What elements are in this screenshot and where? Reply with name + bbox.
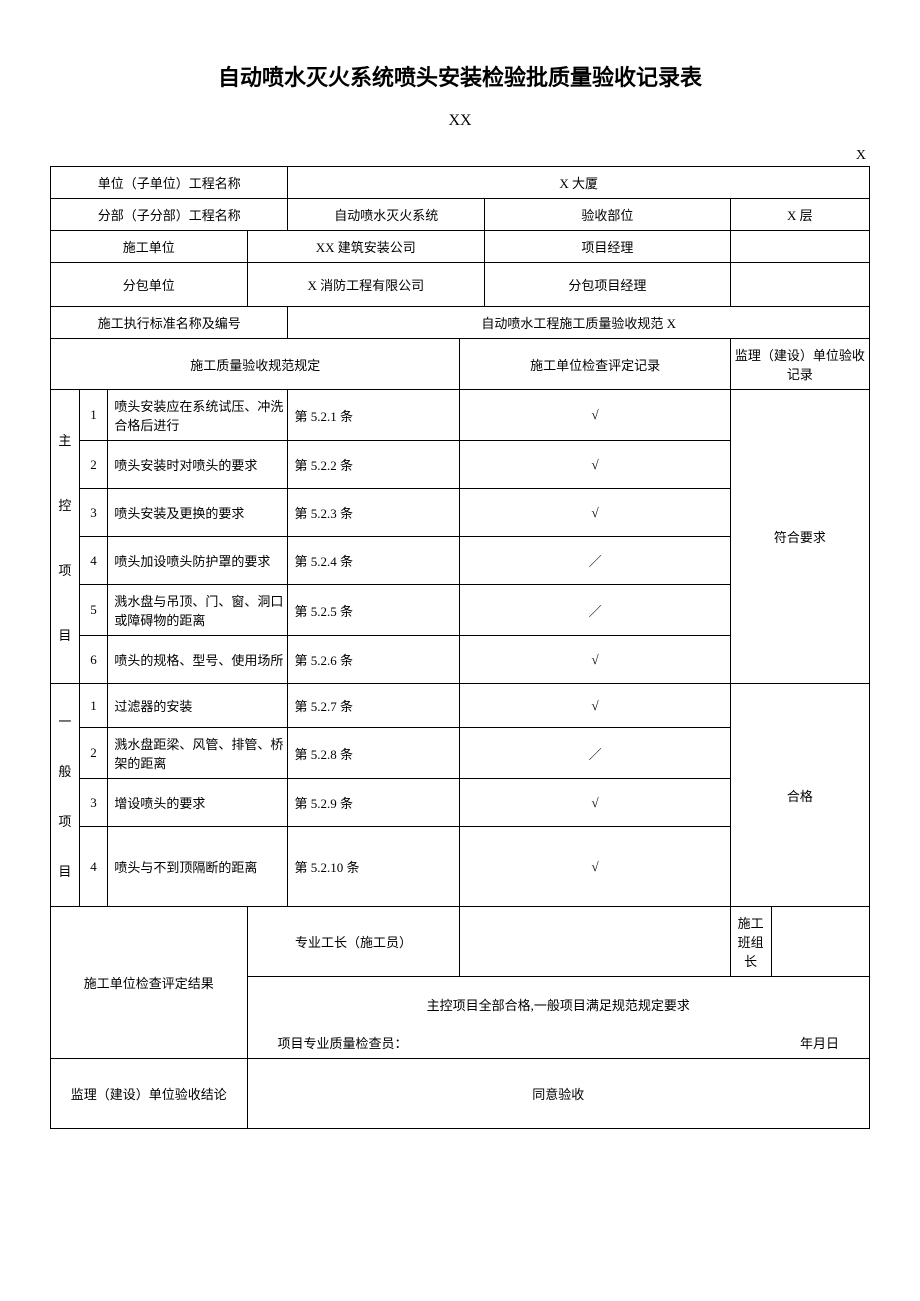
gen-n-4: 4 [79, 827, 108, 907]
gen-check-4: √ [460, 827, 730, 907]
gen-n-1: 1 [79, 684, 108, 728]
construct-unit-label: 施工单位 [51, 231, 248, 263]
supervise-conclusion-label: 监理（建设）单位验收结论 [51, 1059, 248, 1129]
row-columns: 施工质量验收规范规定 施工单位检查评定记录 监理（建设）单位验收记录 [51, 339, 870, 390]
gen-desc-1: 过滤器的安装 [108, 684, 288, 728]
gen-row-1: 一般项目 1 过滤器的安装 第 5.2.7 条 √ 合格 [51, 684, 870, 728]
unit-value: X 大厦 [288, 167, 870, 199]
main-desc-5: 溅水盘与吊顶、门、窗、洞口或障碍物的距离 [108, 585, 288, 636]
pm-value [730, 231, 869, 263]
main-check-6: √ [460, 636, 730, 684]
main-n-4: 4 [79, 537, 108, 585]
main-clause-2: 第 5.2.2 条 [288, 441, 460, 489]
team-leader-value [771, 907, 869, 977]
gen-desc-3: 增设喷头的要求 [108, 779, 288, 827]
main-group-label: 主控项目 [51, 390, 80, 684]
accept-part-label: 验收部位 [485, 199, 731, 231]
doc-subtitle: XX [50, 112, 870, 130]
main-desc-3: 喷头安装及更换的要求 [108, 489, 288, 537]
main-check-4: ／ [460, 537, 730, 585]
standard-label: 施工执行标准名称及编号 [51, 307, 288, 339]
main-clause-6: 第 5.2.6 条 [288, 636, 460, 684]
main-clause-3: 第 5.2.3 条 [288, 489, 460, 537]
main-n-3: 3 [79, 489, 108, 537]
main-n-2: 2 [79, 441, 108, 489]
gen-check-3: √ [460, 779, 730, 827]
main-clause-5: 第 5.2.5 条 [288, 585, 460, 636]
general-group-label: 一般项目 [51, 684, 80, 907]
conclusion-text: 主控项目全部合格,一般项目满足规范规定要求 [248, 977, 869, 1022]
subcontract-value: X 消防工程有限公司 [247, 263, 484, 307]
gen-n-2: 2 [79, 728, 108, 779]
main-desc-2: 喷头安装时对喷头的要求 [108, 441, 288, 489]
accept-part-value: X 层 [730, 199, 869, 231]
conclusion-cell: 主控项目全部合格,一般项目满足规范规定要求 项目专业质量检查员： 年月日 [247, 977, 869, 1059]
general-result: 合格 [730, 684, 869, 907]
sub-pm-label: 分包项目经理 [485, 263, 731, 307]
main-n-1: 1 [79, 390, 108, 441]
main-result: 符合要求 [730, 390, 869, 684]
gen-check-1: √ [460, 684, 730, 728]
col-check: 施工单位检查评定记录 [460, 339, 730, 390]
gen-clause-3: 第 5.2.9 条 [288, 779, 460, 827]
sub-pm-value [730, 263, 869, 307]
main-check-5: ／ [460, 585, 730, 636]
subcontract-label: 分包单位 [51, 263, 248, 307]
gen-desc-4: 喷头与不到顶隔断的距离 [108, 827, 288, 907]
row-subunit: 分部（子分部）工程名称 自动喷水灭火系统 验收部位 X 层 [51, 199, 870, 231]
team-leader-label: 施工班组长 [730, 907, 771, 977]
main-clause-1: 第 5.2.1 条 [288, 390, 460, 441]
gen-clause-2: 第 5.2.8 条 [288, 728, 460, 779]
gen-clause-4: 第 5.2.10 条 [288, 827, 460, 907]
row-construct: 施工单位 XX 建筑安装公司 项目经理 [51, 231, 870, 263]
main-clause-4: 第 5.2.4 条 [288, 537, 460, 585]
record-table: 单位（子单位）工程名称 X 大厦 分部（子分部）工程名称 自动喷水灭火系统 验收… [50, 166, 870, 1129]
col-supervise: 监理（建设）单位验收记录 [730, 339, 869, 390]
doc-topmark: X [50, 148, 870, 164]
inspector-label: 项目专业质量检查员： [278, 1033, 408, 1052]
subunit-value: 自动喷水灭火系统 [288, 199, 485, 231]
main-check-2: √ [460, 441, 730, 489]
main-desc-6: 喷头的规格、型号、使用场所 [108, 636, 288, 684]
main-n-6: 6 [79, 636, 108, 684]
pm-label: 项目经理 [485, 231, 731, 263]
main-desc-4: 喷头加设喷头防护罩的要求 [108, 537, 288, 585]
doc-title: 自动喷水灭火系统喷头安装检验批质量验收记录表 [50, 60, 870, 92]
date-label: 年月日 [800, 1033, 839, 1052]
gen-clause-1: 第 5.2.7 条 [288, 684, 460, 728]
check-result-label: 施工单位检查评定结果 [51, 907, 248, 1059]
main-row-1: 主控项目 1 喷头安装应在系统试压、冲洗合格后进行 第 5.2.1 条 √ 符合… [51, 390, 870, 441]
construct-unit-value: XX 建筑安装公司 [247, 231, 484, 263]
unit-label: 单位（子单位）工程名称 [51, 167, 288, 199]
subunit-label: 分部（子分部）工程名称 [51, 199, 288, 231]
main-check-1: √ [460, 390, 730, 441]
foreman-value [460, 907, 730, 977]
row-unit: 单位（子单位）工程名称 X 大厦 [51, 167, 870, 199]
main-check-3: √ [460, 489, 730, 537]
footer-row-1: 施工单位检查评定结果 专业工长（施工员） 施工班组长 [51, 907, 870, 977]
row-standard: 施工执行标准名称及编号 自动喷水工程施工质量验收规范 X [51, 307, 870, 339]
gen-check-2: ／ [460, 728, 730, 779]
col-spec: 施工质量验收规范规定 [51, 339, 460, 390]
footer-row-3: 监理（建设）单位验收结论 同意验收 [51, 1059, 870, 1129]
main-desc-1: 喷头安装应在系统试压、冲洗合格后进行 [108, 390, 288, 441]
gen-n-3: 3 [79, 779, 108, 827]
standard-value: 自动喷水工程施工质量验收规范 X [288, 307, 870, 339]
foreman-label: 专业工长（施工员） [247, 907, 460, 977]
supervise-conclusion-value: 同意验收 [247, 1059, 869, 1129]
gen-desc-2: 溅水盘距梁、风管、排管、桥架的距离 [108, 728, 288, 779]
row-subcontract: 分包单位 X 消防工程有限公司 分包项目经理 [51, 263, 870, 307]
main-n-5: 5 [79, 585, 108, 636]
